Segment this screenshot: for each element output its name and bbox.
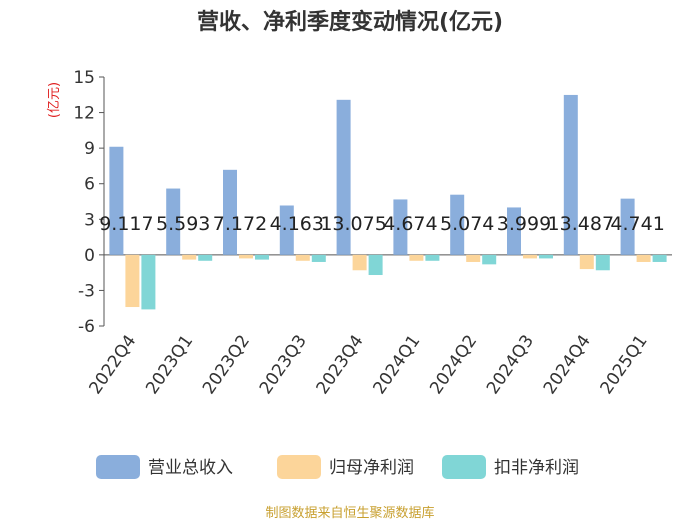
legend-label: 营业总收入 [148, 458, 233, 478]
x-tick-label: 2024Q4 [540, 331, 595, 398]
data-label: 9.117 [99, 213, 153, 235]
bar-series-1 [279, 205, 294, 255]
y-tick-label: 15 [73, 68, 95, 88]
y-tick-label: 6 [84, 175, 95, 195]
x-tick-label: 2023Q3 [256, 331, 311, 398]
source-note: 制图数据来自恒生聚源数据库 [265, 505, 434, 521]
bar-series-2 [579, 254, 594, 270]
legend-label: 扣非净利润 [494, 458, 579, 478]
bar-series-3 [652, 254, 667, 262]
legend-swatch-1 [96, 455, 140, 479]
bar-series-3 [539, 254, 553, 259]
bar-series-2 [466, 254, 481, 262]
bar-series-3 [255, 254, 269, 260]
y-tick-label: 9 [84, 139, 95, 159]
x-tick-label: 2023Q1 [142, 331, 197, 398]
bar-series-2 [182, 254, 197, 260]
bar-series-3 [368, 254, 383, 276]
chart-title: 营收、净利季度变动情况(亿元) [197, 9, 503, 35]
bar-series-1 [109, 146, 124, 255]
bar-series-3 [595, 254, 610, 271]
bar-series-1 [336, 99, 351, 255]
bar-series-1 [563, 94, 578, 255]
data-label: 4.163 [270, 213, 324, 235]
x-tick-label: 2024Q2 [426, 331, 481, 398]
bar-series-1 [450, 194, 465, 255]
x-tick-label: 2022Q4 [85, 331, 140, 398]
data-label: 13.075 [320, 213, 386, 235]
x-tick-label: 2024Q1 [369, 331, 424, 398]
bar-series-3 [198, 254, 213, 261]
data-label: 7.172 [213, 213, 267, 235]
y-tick-label: 0 [84, 246, 95, 266]
bars [109, 94, 667, 310]
bar-series-2 [409, 254, 424, 261]
bar-series-1 [393, 199, 408, 255]
bar-series-1 [166, 188, 181, 255]
bar-series-3 [311, 254, 326, 262]
bar-series-2 [523, 254, 537, 259]
bar-series-1 [620, 198, 635, 255]
bar-series-1 [507, 207, 521, 255]
y-tick-label: 12 [73, 104, 95, 124]
bar-series-2 [295, 254, 310, 261]
x-tick-label: 2024Q3 [483, 331, 538, 398]
legend-label: 归母净利润 [329, 458, 414, 478]
x-tick-label: 2025Q1 [597, 331, 652, 398]
bar-series-2 [636, 254, 651, 262]
data-label: 5.074 [440, 213, 494, 235]
data-label: 4.741 [610, 213, 664, 235]
data-label: 5.593 [156, 213, 210, 235]
y-tick-label: -3 [78, 281, 95, 301]
bar-series-2 [352, 254, 367, 271]
data-label: 4.674 [383, 213, 437, 235]
bar-series-2 [125, 254, 140, 308]
y-axis-label: (亿元) [47, 82, 62, 118]
y-tick-label: -6 [78, 317, 95, 337]
legend-swatch-3 [442, 455, 486, 479]
data-label: 13.487 [548, 213, 614, 235]
data-label: 3.999 [497, 213, 551, 235]
x-tick-label: 2023Q2 [199, 331, 254, 398]
legend-swatch-2 [277, 455, 321, 479]
legend: 营业总收入 归母净利润 扣非净利润 [96, 455, 579, 479]
bar-series-3 [425, 254, 440, 261]
y-tick-label: 3 [84, 210, 95, 230]
bar-series-3 [482, 254, 497, 265]
bar-series-2 [239, 254, 253, 259]
bar-series-1 [223, 169, 237, 255]
x-tick-label: 2023Q4 [313, 331, 368, 398]
bar-series-3 [141, 254, 156, 310]
